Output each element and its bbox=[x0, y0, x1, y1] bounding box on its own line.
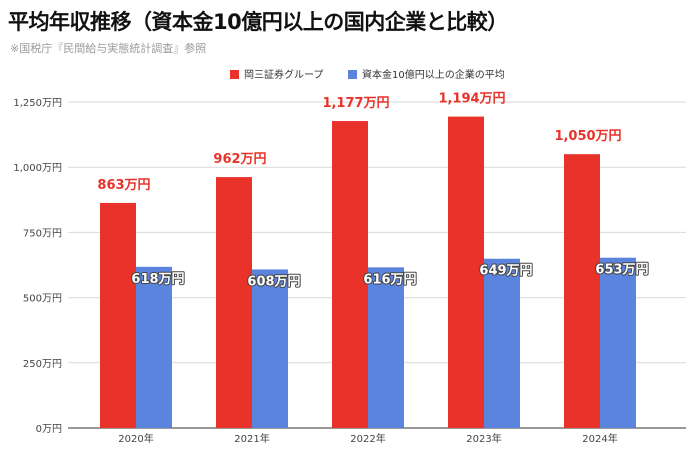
x-axis-tick-labels: 2020年 2021年 2022年 2023年 2024年 bbox=[118, 432, 617, 445]
y-tick-label: 1,250万円 bbox=[13, 98, 62, 109]
data-label-series-1: 1,177万円 bbox=[322, 96, 389, 111]
x-tick-label: 2023年 bbox=[466, 432, 501, 445]
legend: 岡三証券グループ 資本金10億円以上の企業の平均 bbox=[230, 68, 505, 81]
y-tick-label: 750万円 bbox=[23, 228, 62, 239]
source-note: ※国税庁『民間給与実態統計調査』参照 bbox=[10, 42, 207, 55]
x-tick-label: 2022年 bbox=[350, 432, 385, 445]
chart-title: 平均年収推移（資本金10億円以上の国内企業と比較） bbox=[8, 10, 508, 34]
bars bbox=[100, 116, 636, 429]
data-label-series-2: 653万円 bbox=[595, 263, 648, 278]
y-tick-label: 250万円 bbox=[23, 359, 62, 370]
data-label-series-1: 1,050万円 bbox=[554, 129, 621, 144]
bar-series-2 bbox=[252, 269, 288, 428]
data-labels: 863万円 618万円 962万円 608万円 1,177万円 616万円 1,194万円 6… bbox=[97, 92, 649, 291]
data-label-series-1: 962万円 bbox=[213, 152, 266, 167]
y-tick-label: 0万円 bbox=[36, 424, 62, 435]
bar-series-1 bbox=[564, 154, 600, 428]
data-label-series-1: 863万円 bbox=[97, 178, 150, 193]
data-label-series-2: 618万円 bbox=[131, 272, 184, 287]
y-axis-tick-labels: 0万円 250万円 500万円 750万円 1,000万円 1,250万円 bbox=[13, 98, 62, 435]
data-label-series-2: 616万円 bbox=[363, 272, 416, 287]
data-label-series-1: 1,194万円 bbox=[438, 92, 505, 107]
x-tick-label: 2024年 bbox=[582, 432, 617, 445]
x-tick-label: 2020年 bbox=[118, 432, 153, 445]
y-tick-label: 1,000万円 bbox=[13, 163, 62, 174]
bar-series-2 bbox=[600, 257, 636, 428]
bar-series-1 bbox=[100, 202, 136, 428]
data-label-series-2: 608万円 bbox=[247, 274, 300, 289]
bar-series-1 bbox=[216, 177, 252, 428]
bar-series-1 bbox=[448, 116, 484, 428]
legend-swatch-series-2 bbox=[348, 70, 357, 79]
x-tick-label: 2021年 bbox=[234, 432, 269, 445]
legend-label-series-2: 資本金10億円以上の企業の平均 bbox=[362, 68, 505, 81]
bar-series-2 bbox=[484, 258, 520, 428]
data-label-series-2: 649万円 bbox=[479, 264, 532, 279]
legend-label-series-1: 岡三証券グループ bbox=[244, 68, 323, 81]
legend-swatch-series-1 bbox=[230, 70, 239, 79]
bar-series-2 bbox=[368, 267, 404, 428]
bar-series-2 bbox=[136, 266, 172, 428]
bar-series-1 bbox=[332, 121, 368, 429]
y-tick-label: 500万円 bbox=[23, 294, 62, 305]
